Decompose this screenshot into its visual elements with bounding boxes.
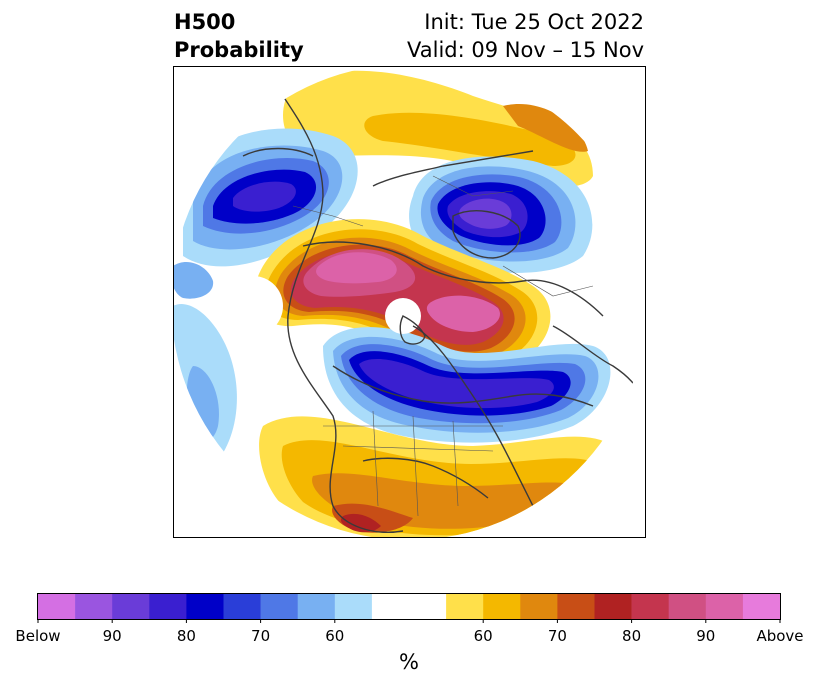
colorbar: Below 90 80 70 60 60 70 80 90 Above %	[15, 593, 804, 674]
init-time: Init: Tue 25 Oct 2022	[424, 10, 644, 34]
colorbar-swatch	[38, 594, 76, 619]
colorbar-tick-label: Below	[15, 627, 60, 645]
colorbar-swatch	[446, 594, 484, 619]
colorbar-tick-label: 70	[548, 627, 567, 645]
colorbar-swatch	[742, 594, 781, 619]
colorbar-tick-label: 90	[696, 627, 715, 645]
colorbar-swatch	[594, 594, 632, 619]
colorbar-swatch	[75, 594, 113, 619]
run-info: Init: Tue 25 Oct 2022 Valid: 09 Nov – 15…	[407, 8, 644, 64]
valid-period: Valid: 09 Nov – 15 Nov	[407, 38, 644, 62]
colorbar-tick-label: 80	[622, 627, 641, 645]
colorbar-swatch	[520, 594, 558, 619]
borders	[292, 175, 594, 517]
probability-shading	[173, 70, 613, 538]
colorbar-swatch	[668, 594, 707, 619]
title-line-2: Probability	[174, 38, 304, 62]
colorbar-swatch	[631, 594, 669, 619]
colorbar-tick-label: 80	[177, 627, 196, 645]
colorbar-swatch	[483, 594, 521, 619]
colorbar-swatch	[112, 594, 150, 619]
colorbar-swatch	[223, 594, 261, 619]
colorbar-swatches	[38, 594, 781, 619]
colorbar-swatch	[186, 594, 224, 619]
colorbar-swatch	[334, 594, 373, 619]
colorbar-tick-label: Above	[756, 627, 803, 645]
colorbar-unit: %	[399, 650, 419, 674]
colorbar-swatch	[409, 594, 447, 619]
colorbar-swatch	[371, 594, 410, 619]
colorbar-tick-label: 70	[251, 627, 270, 645]
probability-map	[173, 66, 646, 538]
colorbar-swatch	[297, 594, 336, 619]
coastlines	[242, 95, 644, 533]
colorbar-swatch	[149, 594, 187, 619]
title-line-1: H500	[174, 10, 236, 34]
chart-title: H500 Probability	[174, 8, 304, 64]
colorbar-frame	[37, 593, 781, 620]
colorbar-ticks: Below 90 80 70 60 60 70 80 90 Above	[15, 619, 804, 645]
colorbar-tick-label: 90	[103, 627, 122, 645]
colorbar-swatch	[557, 594, 595, 619]
colorbar-tick-label: 60	[474, 627, 493, 645]
map-frame	[173, 66, 646, 538]
colorbar-swatch	[260, 594, 298, 619]
colorbar-swatch	[705, 594, 744, 619]
colorbar-tick-label: 60	[325, 627, 344, 645]
